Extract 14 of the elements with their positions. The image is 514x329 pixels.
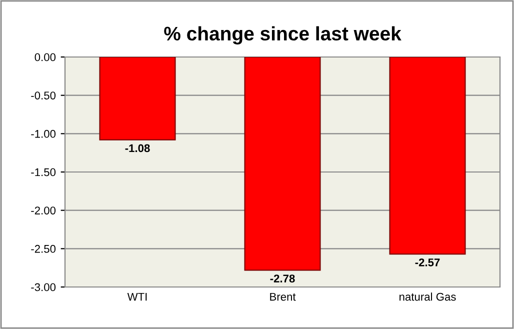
y-tick-label: -3.00: [31, 283, 56, 292]
x-tick-label: Brent: [270, 292, 296, 301]
y-tick-label: 0.00: [34, 53, 56, 62]
data-label: -1.08: [125, 144, 150, 152]
chart-title: % change since last week: [164, 26, 402, 44]
x-tick-label: natural Gas: [400, 292, 456, 301]
y-tick-label: -1.00: [31, 130, 56, 138]
data-label: -2.57: [415, 258, 440, 266]
y-tick-label: -0.50: [31, 92, 56, 100]
x-tick-label: WTI: [127, 292, 147, 301]
y-tick-label: -2.50: [31, 244, 56, 253]
y-tick-label: -2.00: [31, 206, 56, 214]
data-label: -2.78: [270, 274, 295, 282]
y-tick-label: -1.50: [31, 168, 56, 176]
